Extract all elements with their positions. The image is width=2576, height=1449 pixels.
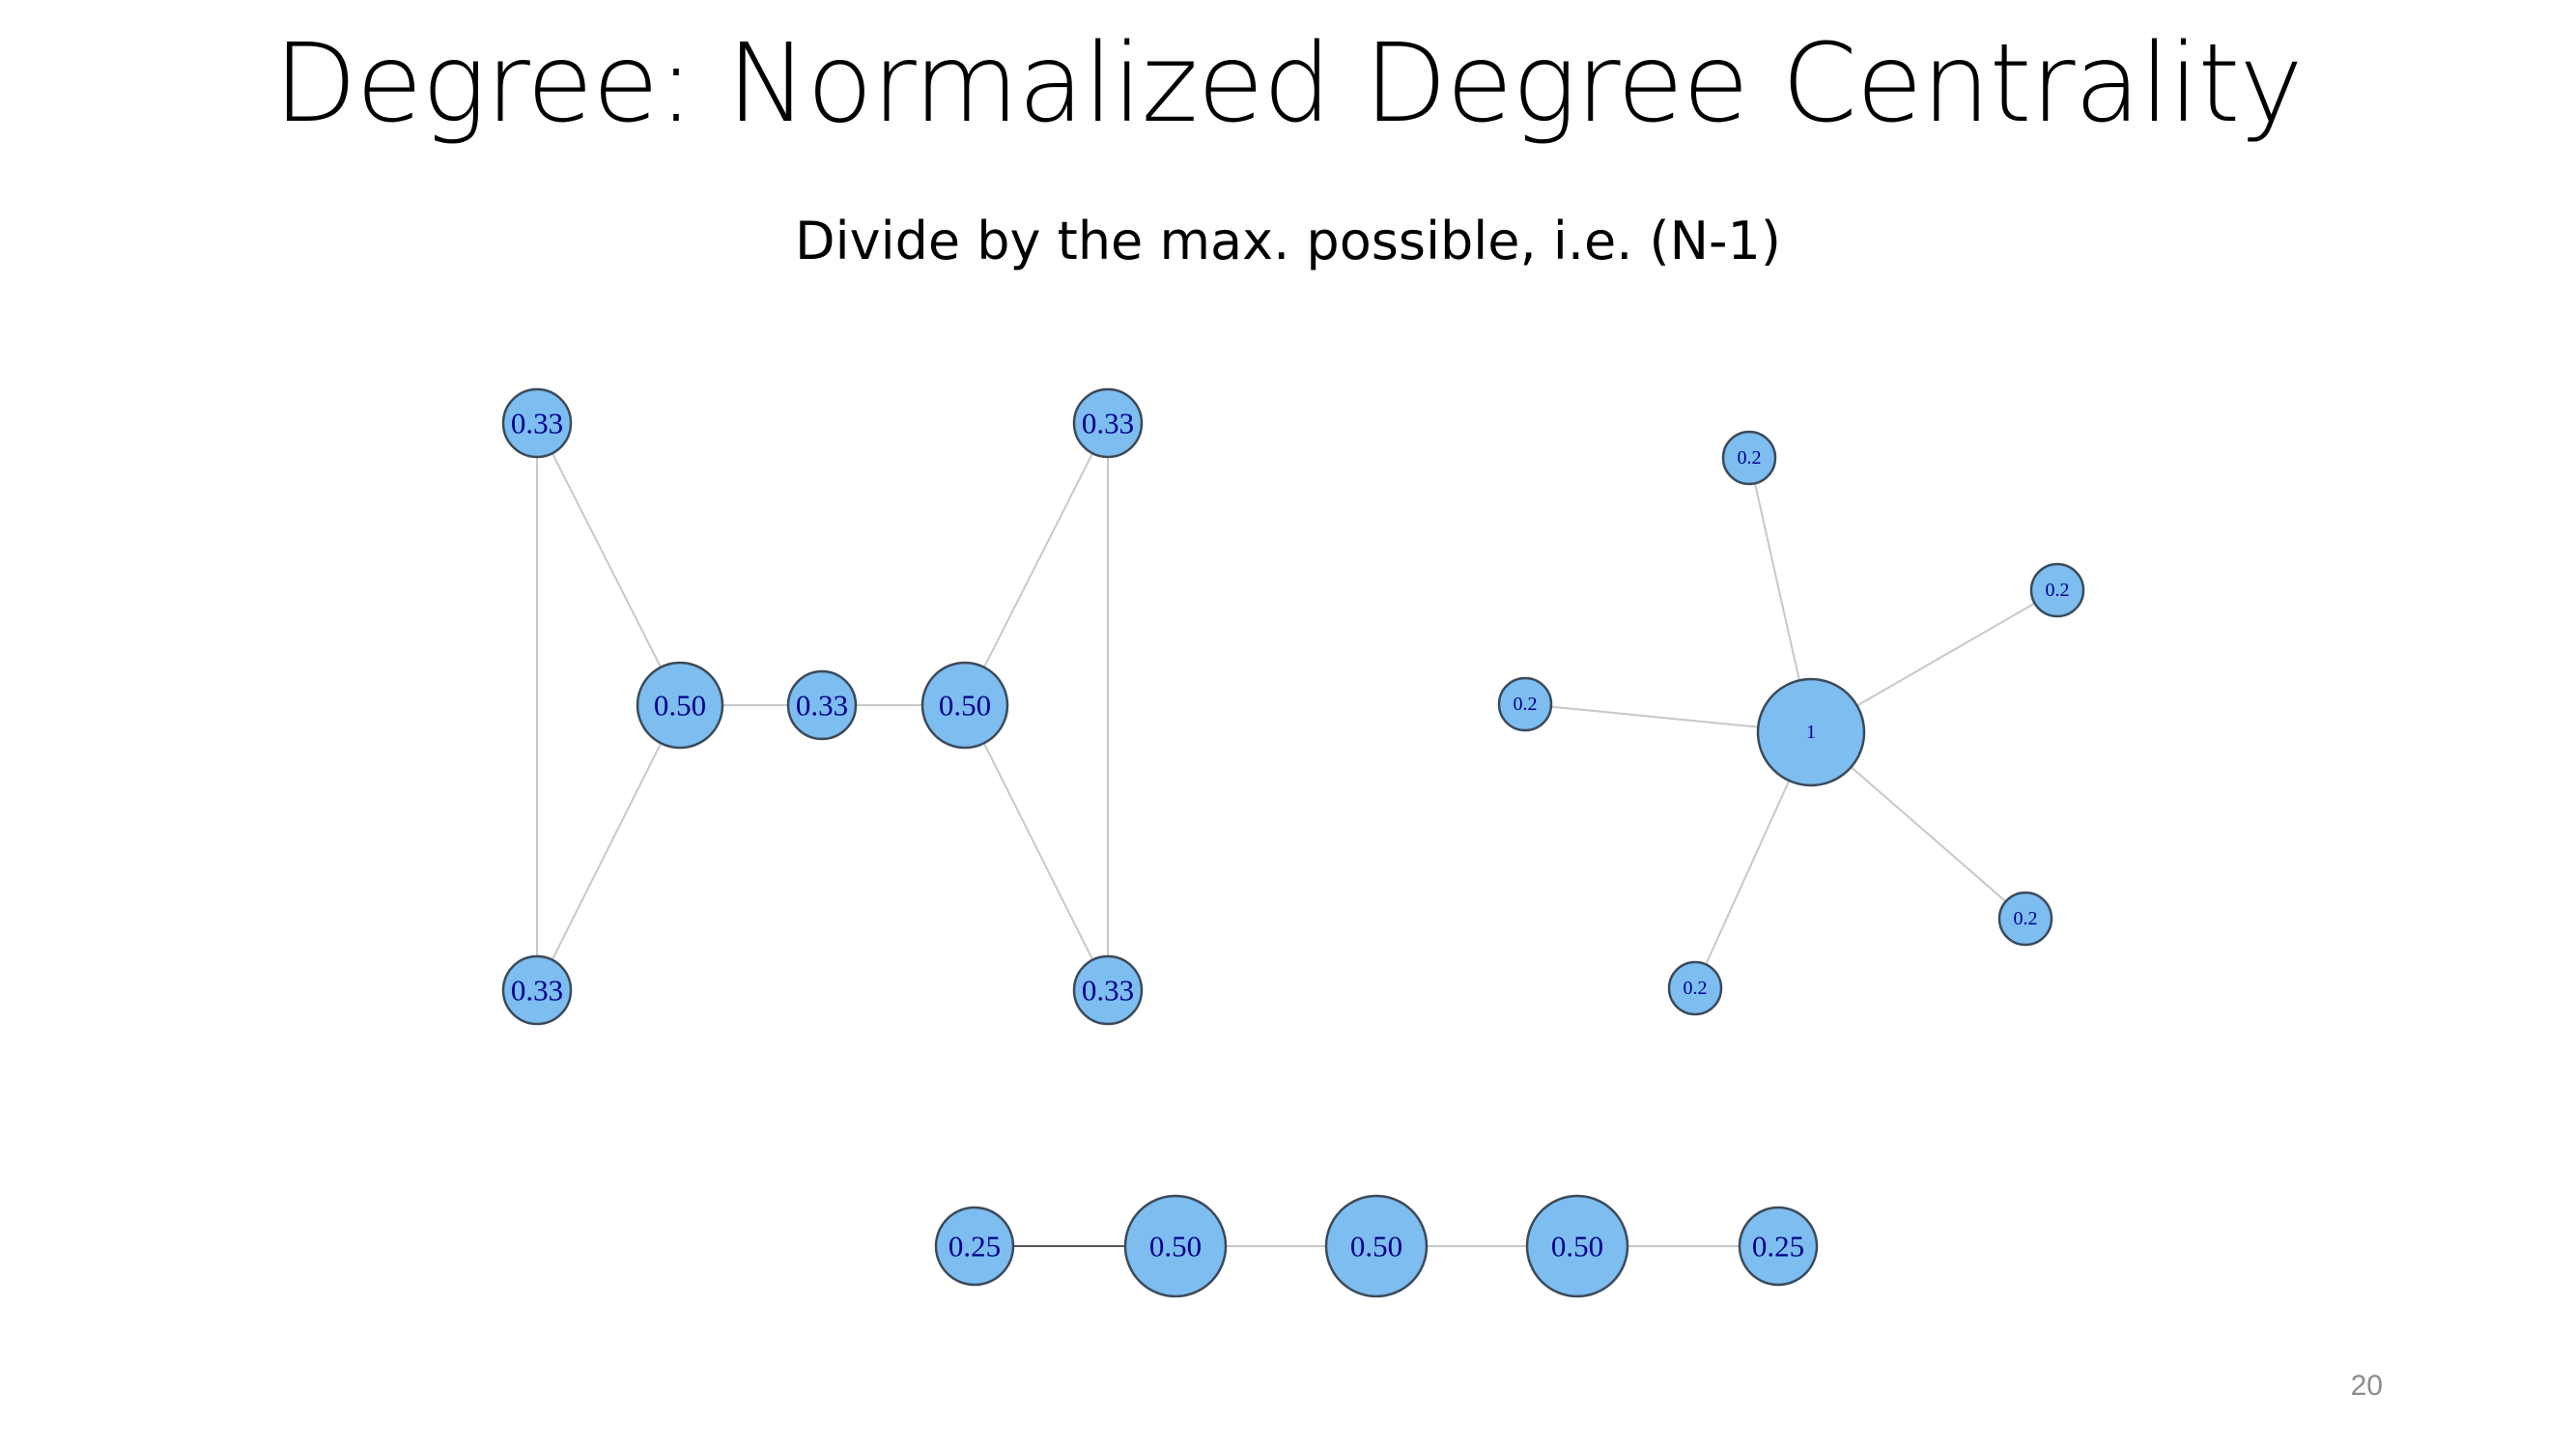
node-circle — [1667, 960, 1723, 1016]
node-label: 0.25 — [948, 1230, 1001, 1264]
node-circle — [1072, 954, 1144, 1026]
node-circle — [1072, 387, 1144, 459]
node-d: 0.33 — [786, 669, 858, 741]
node-label: 0.2 — [2014, 908, 2038, 929]
node-s5: 0.2 — [1667, 960, 1723, 1016]
node-label: 0.33 — [511, 407, 563, 440]
node-label: 1 — [1806, 722, 1816, 743]
path-graph: 0.25 0.50 0.50 0.50 0.25 — [934, 1194, 1819, 1298]
node-circle — [636, 661, 724, 750]
edge-a-c — [536, 422, 681, 706]
node-p3: 0.50 — [1324, 1194, 1429, 1298]
node-p5: 0.25 — [1738, 1206, 1819, 1287]
node-p4: 0.50 — [1525, 1194, 1629, 1298]
node-b: 0.33 — [501, 954, 573, 1026]
node-circle — [501, 387, 573, 459]
edge-e-f — [964, 422, 1109, 706]
node-label: 0.50 — [654, 689, 706, 723]
node-circle — [934, 1206, 1015, 1287]
slide-subtitle: Divide by the max. possible, i.e. (N-1) — [795, 211, 1781, 271]
node-circle — [1738, 1206, 1819, 1287]
node-label: 0.33 — [1082, 407, 1134, 440]
edge-e-g — [964, 704, 1109, 991]
node-label: 0.33 — [796, 689, 848, 723]
node-label: 0.2 — [1738, 447, 1762, 469]
node-g: 0.33 — [1072, 954, 1144, 1026]
node-label: 0.2 — [1514, 694, 1538, 715]
node-label: 0.2 — [2046, 580, 2070, 601]
node-c: 0.50 — [636, 661, 724, 750]
node-circle — [501, 954, 573, 1026]
bowtie-graph: 0.33 0.33 0.50 0.33 0.50 0.33 0.33 — [501, 387, 1144, 1026]
slide-title: Degree: Normalized Degree Centrality — [273, 21, 2303, 147]
node-label: 0.2 — [1684, 978, 1708, 999]
node-label: 0.50 — [939, 689, 991, 723]
node-f: 0.33 — [1072, 387, 1144, 459]
node-label: 0.50 — [1350, 1230, 1402, 1264]
edge-b-c — [536, 704, 681, 991]
node-label: 0.50 — [1149, 1230, 1202, 1264]
node-s4: 0.2 — [1997, 891, 2053, 947]
node-circle — [1123, 1194, 1228, 1298]
node-circle — [1497, 676, 1553, 732]
node-label: 0.33 — [511, 974, 563, 1008]
node-circle — [1525, 1194, 1629, 1298]
node-p1: 0.25 — [934, 1206, 1015, 1287]
node-e: 0.50 — [920, 661, 1009, 750]
node-label: 0.50 — [1551, 1230, 1603, 1264]
node-label: 0.25 — [1752, 1230, 1804, 1264]
node-circle — [786, 669, 858, 741]
node-s1: 0.2 — [1721, 430, 1777, 486]
node-circle — [2029, 562, 2085, 618]
node-circle — [920, 661, 1009, 750]
node-circle — [1324, 1194, 1429, 1298]
node-p2: 0.50 — [1123, 1194, 1228, 1298]
node-circle — [1721, 430, 1777, 486]
page-number: 20 — [2350, 1370, 2383, 1402]
node-s2: 0.2 — [2029, 562, 2085, 618]
star-graph: 1 0.2 0.2 0.2 0.2 0.2 — [1497, 430, 2085, 1016]
node-hub: 1 — [1756, 677, 1866, 787]
node-circle — [1997, 891, 2053, 947]
node-a: 0.33 — [501, 387, 573, 459]
node-circle — [1756, 677, 1866, 787]
node-label: 0.33 — [1082, 974, 1134, 1008]
node-s3: 0.2 — [1497, 676, 1553, 732]
